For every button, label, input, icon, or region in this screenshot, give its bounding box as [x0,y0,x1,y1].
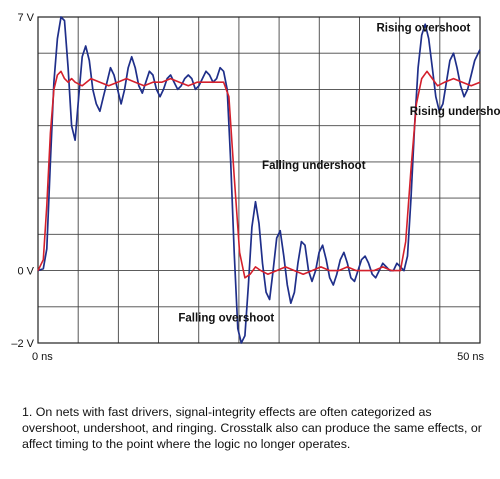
annotation-label: Falling overshoot [178,312,274,324]
annotation-label: Rising undershoot [410,106,500,118]
tick-labels: 7 V 0 V –2 V0 ns 50 ns [11,12,484,363]
series-group [37,16,481,344]
annotations-group: Rising overshoot Rising undershoot Falling… [178,22,500,324]
annotation-label: Rising overshoot [376,22,470,34]
figure-caption: 1. On nets with fast drivers, signal-int… [22,405,482,451]
y-tick-label: –2 V [11,338,34,350]
series-line-blue [37,16,481,344]
series-line-red [37,70,481,279]
plot-background [38,17,480,343]
x-tick-label: 50 ns [457,351,484,363]
y-tick-label: 0 V [17,266,34,278]
annotation-label: Falling undershoot [262,160,366,172]
x-tick-label: 0 ns [32,351,53,363]
oscilloscope-chart: 7 V0 V–2 V0 ns 50 ns Rising overshootRisi… [11,12,500,363]
grid-lines [38,17,480,343]
y-tick-label: 7 V [17,12,34,24]
plot-frame [37,16,481,344]
